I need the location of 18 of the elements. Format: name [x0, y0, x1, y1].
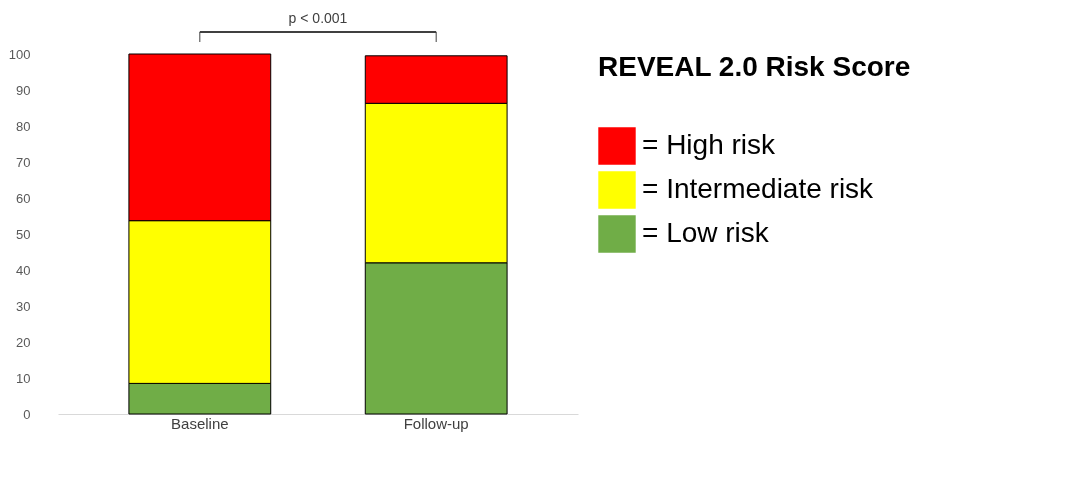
- y-tick-label: 100: [8, 46, 31, 62]
- y-tick-label: 70: [16, 154, 31, 170]
- y-tick-label: 20: [16, 334, 31, 350]
- x-tick-label: Baseline: [171, 414, 229, 432]
- legend-title: REVEAL 2.0 Risk Score: [598, 51, 911, 82]
- y-tick-label: 40: [16, 262, 31, 278]
- y-tick-label: 60: [16, 190, 31, 206]
- y-tick-label: 0: [23, 406, 31, 422]
- y-tick-label: 50: [16, 226, 31, 242]
- legend-label: = Intermediate risk: [642, 173, 875, 204]
- legend-label: = High risk: [642, 129, 777, 160]
- y-tick-label: 30: [16, 298, 31, 314]
- text: p < 0.001: [288, 10, 348, 26]
- y-tick-label: 10: [16, 370, 31, 386]
- legend-label: = Low risk: [642, 217, 770, 248]
- x-tick-label: Follow-up: [403, 414, 469, 432]
- y-tick-label: 90: [16, 82, 31, 98]
- y-tick-label: 80: [16, 118, 31, 134]
